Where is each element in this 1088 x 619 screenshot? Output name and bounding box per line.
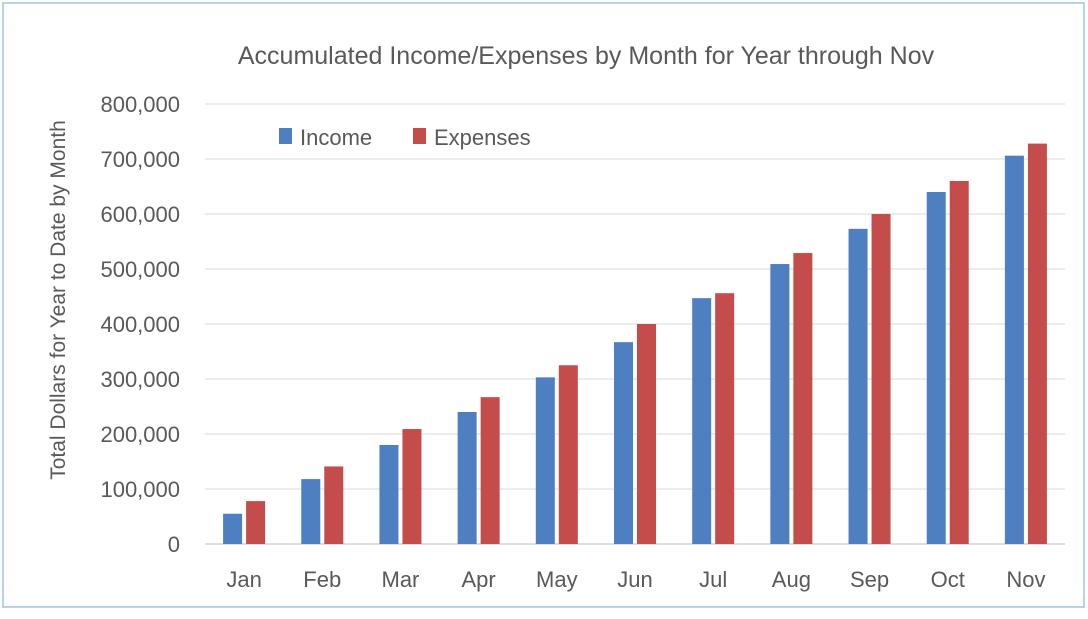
y-tick-label: 500,000 — [100, 257, 180, 282]
y-tick-label: 300,000 — [100, 367, 180, 392]
x-tick-label: Jan — [226, 567, 261, 592]
income-bar-nov — [1004, 155, 1024, 544]
x-tick-label: Oct — [931, 567, 965, 592]
income-bar-sep — [848, 228, 868, 544]
expenses-bar-sep — [871, 214, 891, 544]
expenses-bar-may — [558, 365, 578, 544]
legend-income-label: Income — [300, 125, 372, 150]
income-bar-feb — [301, 479, 321, 544]
x-tick-label: Jul — [699, 567, 727, 592]
legend-income: Income — [279, 125, 372, 150]
y-tick-label: 0 — [168, 532, 180, 557]
income-bar-jul — [692, 298, 712, 544]
expenses-bar-jan — [246, 501, 266, 544]
income-bar-mar — [379, 445, 399, 544]
expenses-bar-feb — [324, 466, 344, 544]
x-tick-label: Mar — [382, 567, 420, 592]
y-tick-label: 100,000 — [100, 477, 180, 502]
x-tick-label: Nov — [1006, 567, 1045, 592]
expenses-bar-jun — [637, 324, 656, 544]
y-axis-label: Total Dollars for Year to Date by Month — [47, 120, 70, 480]
x-tick-label: Sep — [850, 567, 889, 592]
bars — [223, 143, 1047, 545]
expenses-bar-aug — [793, 253, 813, 545]
x-tick-label: May — [536, 567, 578, 592]
chart-title: Accumulated Income/Expenses by Month for… — [238, 42, 935, 70]
income-bar-apr — [457, 412, 477, 544]
chart-frame — [2, 2, 1085, 608]
expenses-bar-nov — [1027, 143, 1047, 544]
x-tick-label: Aug — [772, 567, 811, 592]
x-axis-ticks: Jan Feb Mar Apr May Jun Jul Aug Sep Oct Nov — [226, 567, 1045, 592]
x-tick-label: Apr — [462, 567, 496, 592]
legend-expenses-label: Expenses — [434, 125, 531, 150]
y-axis-ticks: 0 100,000 200,000 300,000 400,000 500,000 600,… — [100, 92, 180, 557]
income-bar-aug — [770, 264, 790, 544]
chart-border — [2, 2, 1085, 608]
y-tick-label: 800,000 — [100, 92, 180, 117]
legend-expenses: Expenses — [413, 125, 531, 150]
y-tick-label: 200,000 — [100, 422, 180, 447]
expenses-bar-oct — [949, 181, 969, 544]
y-tick-label: 600,000 — [100, 202, 180, 227]
income-bar-jan — [223, 513, 243, 544]
income-bar-jun — [614, 342, 633, 544]
expenses-bar-mar — [402, 429, 422, 544]
expenses-bar-apr — [480, 397, 500, 544]
gridlines — [205, 103, 1065, 545]
x-tick-label: Feb — [303, 567, 341, 592]
x-tick-label: Jun — [617, 567, 652, 592]
legend: Income Expenses — [279, 125, 531, 150]
expenses-bar-jul — [715, 293, 735, 544]
income-bar-oct — [926, 192, 946, 544]
y-tick-label: 400,000 — [100, 312, 180, 337]
y-tick-label: 700,000 — [100, 147, 180, 172]
income-bar-may — [535, 377, 555, 544]
legend-expenses-swatch — [413, 128, 426, 144]
legend-income-swatch — [279, 128, 292, 144]
